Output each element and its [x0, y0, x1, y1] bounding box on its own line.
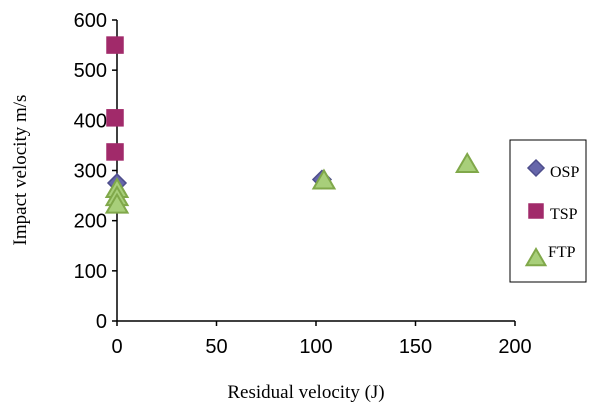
legend: OSP TSP FTP: [509, 139, 587, 283]
x-tick-label-4: 200: [498, 336, 531, 358]
x-axis-label: Residual velocity (J): [227, 382, 384, 403]
x-tick-label-1: 50: [205, 336, 227, 358]
legend-label-osp: OSP: [550, 164, 579, 181]
x-tick-label-3: 150: [399, 336, 432, 358]
x-tick-label-0: 0: [111, 336, 122, 358]
y-tick-label-1: 100: [74, 261, 107, 283]
point-ftp-2: [104, 192, 130, 214]
point-tsp-1: [106, 109, 124, 127]
legend-box: [509, 139, 587, 283]
legend-marker-tsp: [528, 203, 544, 219]
y-axis-label: Impact velocity m/s: [10, 95, 31, 246]
legend-marker-osp: [526, 158, 546, 178]
y-tick-label-5: 500: [74, 60, 107, 82]
y-tick-label-3: 300: [74, 161, 107, 183]
legend-label-ftp: FTP: [548, 244, 576, 261]
y-tick-label-6: 600: [74, 10, 107, 32]
point-ftp-4: [454, 151, 480, 173]
point-ftp-3: [311, 168, 337, 190]
x-tick-label-2: 100: [299, 336, 332, 358]
y-tick-label-0: 0: [96, 311, 107, 333]
y-tick-label-2: 200: [74, 211, 107, 233]
data-points: [104, 36, 480, 214]
ticks: 0 100 200 300 400 500 600 0 50 100 150 200: [74, 10, 532, 358]
legend-label-tsp: TSP: [550, 206, 578, 223]
legend-marker-ftp: [524, 247, 548, 267]
point-tsp-0: [106, 36, 124, 54]
point-tsp-2: [106, 143, 124, 161]
y-tick-label-4: 400: [74, 110, 107, 132]
axes: [116, 20, 515, 322]
